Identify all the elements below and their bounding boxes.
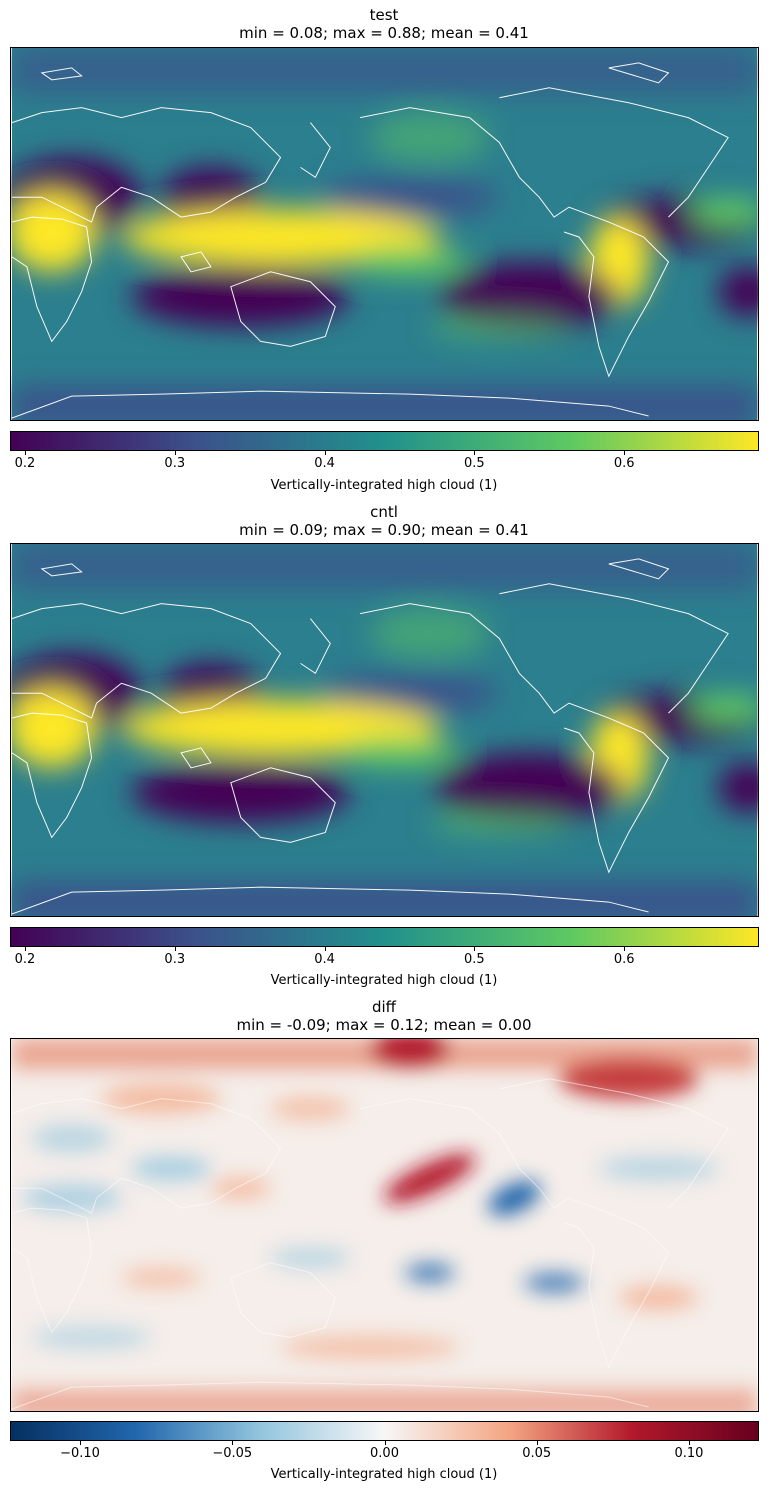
- colorbar-tick-label: 0.10: [674, 1446, 704, 1461]
- map-field: [11, 1039, 757, 1411]
- colorbar-tick-label: 0.4: [314, 952, 335, 967]
- colorbar-cntl: [10, 927, 759, 947]
- colorbar-test: [10, 431, 759, 451]
- panel-title: cntl: [370, 503, 398, 521]
- colorbar-tick-mark: [174, 451, 176, 455]
- colorbar-tick-label: −0.10: [60, 1446, 100, 1461]
- panel-stats: min = 0.09; max = 0.90; mean = 0.41: [239, 521, 529, 539]
- map-field: [11, 48, 758, 420]
- colorbar-tick-label: 0.05: [522, 1446, 552, 1461]
- colorbar-tick-mark: [24, 451, 26, 455]
- colorbar-tick-mark: [174, 947, 176, 951]
- colorbar-label: Vertically-integrated high cloud (1): [270, 478, 498, 493]
- colorbar-label: Vertically-integrated high cloud (1): [270, 973, 498, 988]
- panel-stats: min = 0.08; max = 0.88; mean = 0.41: [239, 24, 529, 42]
- colorbar-tick-mark: [324, 451, 326, 455]
- colorbar-tick-label: 0.6: [613, 952, 635, 967]
- colorbar-diff: [10, 1421, 759, 1441]
- colorbar-tick-mark: [474, 947, 476, 951]
- panel-stats: min = -0.09; max = 0.12; mean = 0.00: [236, 1016, 532, 1034]
- colorbar-tick-label: 0.5: [464, 456, 485, 471]
- colorbar-tick-label: 0.4: [314, 456, 335, 471]
- colorbar-tick-mark: [324, 947, 326, 951]
- colorbar-tick-mark: [624, 947, 626, 951]
- colorbar-tick-label: 0.5: [464, 952, 485, 967]
- map-diff: [10, 1038, 759, 1412]
- colorbar-tick-label: 0.2: [14, 952, 36, 967]
- panel-title: diff: [371, 998, 397, 1016]
- map-cntl: [10, 543, 759, 917]
- colorbar-tick-label: 0.00: [370, 1446, 399, 1461]
- colorbar-tick-mark: [536, 1441, 538, 1445]
- colorbar-tick-label: −0.05: [212, 1446, 253, 1461]
- coastlines: [11, 1078, 729, 1410]
- colorbar-tick-mark: [384, 1441, 386, 1445]
- colorbar-tick-mark: [80, 1441, 82, 1445]
- colorbar-tick-label: 0.2: [14, 456, 36, 471]
- colorbar-tick-label: 0.3: [164, 952, 186, 967]
- coastlines: [11, 62, 729, 419]
- colorbar-tick-mark: [624, 451, 626, 455]
- colorbar-tick-label: 0.3: [164, 456, 186, 471]
- colorbar-tick-label: 0.6: [613, 456, 635, 471]
- colorbar-tick-mark: [688, 1441, 690, 1445]
- colorbar-tick-mark: [232, 1441, 234, 1445]
- map-test: [10, 47, 759, 421]
- map-field: [11, 544, 758, 916]
- colorbar-tick-mark: [24, 947, 26, 951]
- colorbar-tick-mark: [474, 451, 476, 455]
- colorbar-label: Vertically-integrated high cloud (1): [270, 1467, 498, 1482]
- panel-title: test: [369, 6, 399, 24]
- coastlines: [11, 558, 729, 915]
